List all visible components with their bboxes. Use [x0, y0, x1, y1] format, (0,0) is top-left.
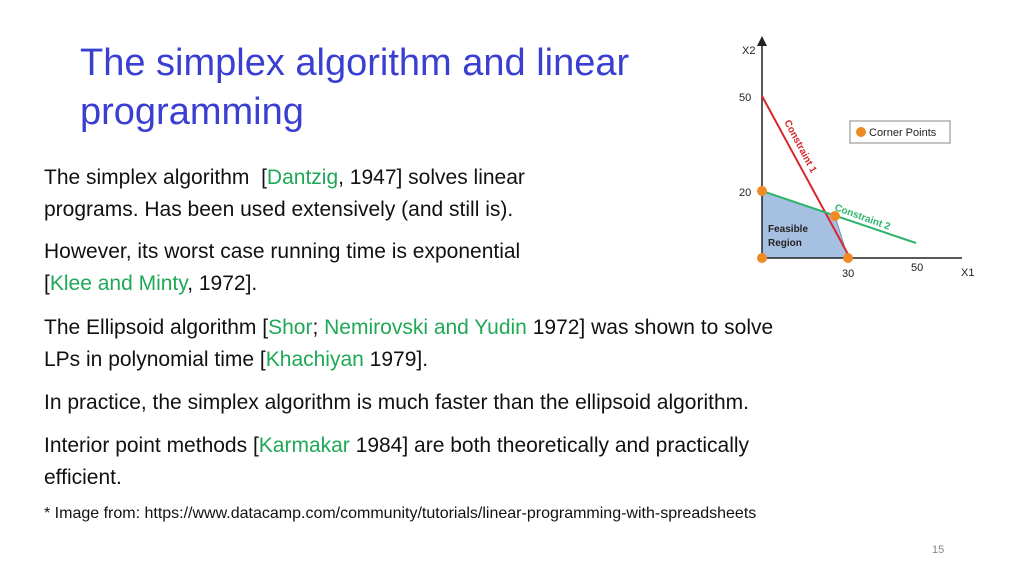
- region-label: Region: [768, 238, 802, 249]
- corner-point: [830, 211, 840, 221]
- text-line: Interior point methods [Karmakar 1984] a…: [44, 434, 750, 457]
- text-line: [Klee and Minty, 1972].: [44, 272, 257, 295]
- text-span: 1979].: [364, 348, 428, 371]
- title-line: The simplex algorithm and linear: [80, 42, 629, 84]
- citation: Dantzig: [267, 166, 338, 189]
- text-span: , 1972].: [187, 272, 257, 295]
- tick-label: 50: [911, 262, 923, 274]
- citation: Nemirovski and Yudin: [324, 316, 527, 339]
- legend-label: Corner Points: [869, 127, 937, 139]
- text-span: , 1947] solves linear: [338, 166, 525, 189]
- text-span: In practice, the simplex algorithm is mu…: [44, 391, 749, 414]
- tick-label: 20: [739, 187, 751, 199]
- text-span: efficient.: [44, 466, 122, 489]
- text-span: ;: [312, 316, 324, 339]
- text-line: The Ellipsoid algorithm [Shor; Nemirovsk…: [44, 316, 773, 339]
- text-line: efficient.: [44, 466, 122, 489]
- legend-marker: [856, 127, 866, 137]
- footnote: * Image from: https://www.datacamp.com/c…: [44, 505, 756, 522]
- text-span: The simplex algorithm [: [44, 166, 267, 189]
- axis-label: X2: [742, 45, 755, 57]
- text-span: However, its worst case running time is …: [44, 240, 520, 263]
- constraint-line: [761, 95, 851, 259]
- citation: Khachiyan: [266, 348, 364, 371]
- text-line: In practice, the simplex algorithm is mu…: [44, 391, 749, 414]
- text-line: LPs in polynomial time [Khachiyan 1979].: [44, 348, 428, 371]
- page-number: 15: [932, 544, 944, 556]
- corner-point: [757, 186, 767, 196]
- citation: Shor: [268, 316, 312, 339]
- text-span: The Ellipsoid algorithm [: [44, 316, 268, 339]
- title-line: programming: [80, 91, 304, 133]
- corner-point: [843, 253, 853, 263]
- corner-point: [757, 253, 767, 263]
- text-span: [: [44, 272, 50, 295]
- text-line: The simplex algorithm [Dantzig, 1947] so…: [44, 166, 525, 189]
- text-span: programs. Has been used extensively (and…: [44, 198, 513, 221]
- citation: Karmakar: [259, 434, 350, 457]
- text-span: LPs in polynomial time [: [44, 348, 266, 371]
- text-span: 1972] was shown to solve: [527, 316, 773, 339]
- region-label: Feasible: [768, 224, 808, 235]
- axis-label: X1: [961, 267, 974, 279]
- text-span: Interior point methods [: [44, 434, 259, 457]
- text-span: 1984] are both theoretically and practic…: [350, 434, 750, 457]
- tick-label: 50: [739, 92, 751, 104]
- legend-box: [849, 120, 951, 144]
- text-line: programs. Has been used extensively (and…: [44, 198, 513, 221]
- tick-label: 30: [842, 268, 854, 280]
- arrow: [757, 36, 767, 46]
- text-line: However, its worst case running time is …: [44, 240, 520, 263]
- figure: X2 X1 50 20 30 50 Constraint 1 Constrain…: [739, 36, 974, 280]
- citation: Klee and Minty: [50, 272, 189, 295]
